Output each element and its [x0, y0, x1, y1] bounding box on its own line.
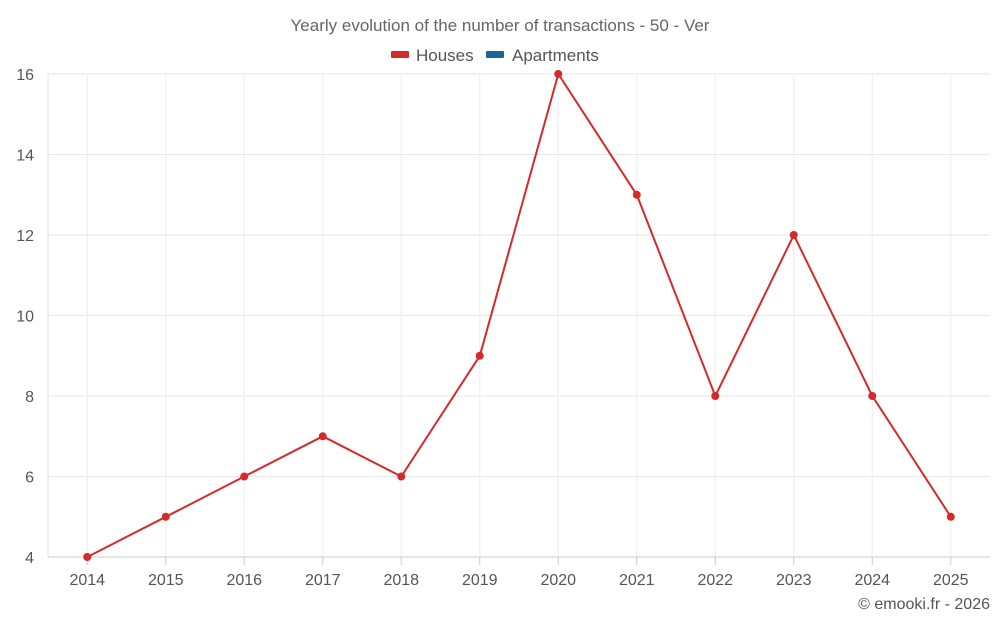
y-tick-label: 4 — [25, 550, 34, 567]
legend-item-apartments[interactable]: Apartments — [486, 46, 599, 65]
y-tick-label: 8 — [25, 389, 34, 406]
data-point-houses — [240, 472, 249, 481]
x-tick-label: 2023 — [776, 572, 812, 589]
x-tick-label: 2025 — [933, 572, 969, 589]
legend-swatch-houses — [391, 51, 409, 58]
data-point-houses — [475, 351, 484, 360]
x-tick-label: 2021 — [619, 572, 655, 589]
y-tick-label: 10 — [16, 309, 34, 326]
data-point-houses — [318, 432, 327, 441]
x-tick-label: 2015 — [148, 572, 184, 589]
x-tick-label: 2018 — [383, 572, 419, 589]
chart-title: Yearly evolution of the number of transa… — [291, 16, 710, 35]
data-point-houses — [632, 190, 641, 199]
x-tick-label: 2020 — [540, 572, 576, 589]
y-tick-label: 6 — [25, 470, 34, 487]
data-point-houses — [868, 392, 877, 400]
y-tick-label: 14 — [16, 148, 34, 165]
y-tick-label: 12 — [16, 228, 34, 245]
x-tick-label: 2016 — [226, 572, 262, 589]
x-tick-label: 2014 — [69, 572, 105, 589]
data-point-houses — [789, 231, 798, 239]
x-tick-label: 2022 — [697, 572, 733, 589]
series-line-houses — [86, 73, 952, 558]
data-point-houses — [946, 512, 955, 521]
credit-text: © emooki.fr - 2026 — [858, 596, 990, 613]
legend-label-houses: Houses — [416, 46, 474, 65]
plot-area: 4 6 8 10 12 14 16 2014 2015 2016 2017 2018 2019 2020 2… — [16, 67, 990, 589]
data-point-houses — [397, 472, 406, 481]
legend: Houses Apartments — [391, 46, 599, 65]
x-tick-label: 2019 — [462, 572, 498, 589]
legend-item-houses[interactable]: Houses — [391, 46, 474, 65]
y-tick-label: 16 — [16, 67, 34, 84]
data-point-houses — [83, 553, 92, 561]
legend-label-apartments: Apartments — [512, 46, 599, 65]
x-tick-label: 2024 — [854, 572, 890, 589]
data-point-houses — [711, 392, 720, 400]
x-tick-label: 2017 — [305, 572, 341, 589]
legend-swatch-apartments — [486, 51, 504, 58]
data-point-houses — [161, 512, 170, 521]
data-point-houses — [554, 70, 563, 78]
